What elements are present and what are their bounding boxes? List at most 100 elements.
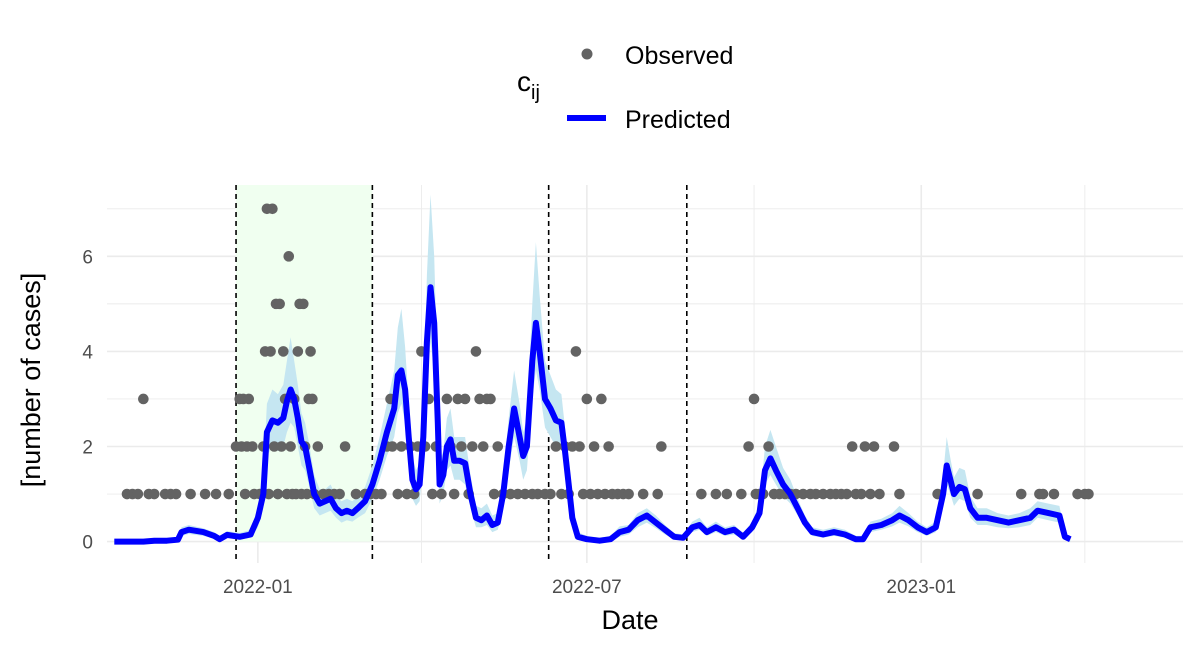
observed-point <box>874 488 885 500</box>
y-tick-label: 6 <box>82 247 93 268</box>
observed-point <box>492 441 504 452</box>
observed-point <box>274 298 285 310</box>
observed-point <box>223 488 235 500</box>
observed-point <box>841 488 853 500</box>
observed-point <box>267 203 278 215</box>
observed-point <box>1083 488 1094 500</box>
observed-point <box>170 488 182 500</box>
x-tick-label: 2023-01 <box>886 577 956 598</box>
observed-point <box>441 393 453 405</box>
observed-point <box>456 441 467 452</box>
legend-observed-marker <box>581 48 593 60</box>
observed-point <box>585 488 596 500</box>
observed-point <box>350 488 362 500</box>
observed-point <box>859 441 871 452</box>
observed-point <box>396 441 407 452</box>
observed-point <box>748 393 760 405</box>
observed-points <box>121 203 1094 500</box>
observed-point <box>603 441 614 452</box>
predicted-line-group <box>114 284 1072 545</box>
observed-point <box>972 488 983 500</box>
observed-point <box>387 441 398 452</box>
observed-point <box>797 488 809 500</box>
observed-point <box>868 441 880 452</box>
observed-point <box>588 441 600 452</box>
observed-point <box>652 488 664 500</box>
observed-point <box>505 488 516 500</box>
observed-point <box>459 393 471 405</box>
observed-point <box>519 488 531 500</box>
observed-point <box>283 251 295 262</box>
observed-point <box>448 488 460 500</box>
legend-observed-label: Observed <box>625 42 733 70</box>
legend: cij Observed Predicted <box>517 42 733 134</box>
observed-point <box>556 488 567 500</box>
observed-point <box>817 488 829 500</box>
observed-point <box>736 488 747 500</box>
observed-point <box>285 441 296 452</box>
observed-point <box>696 488 707 500</box>
predicted-line <box>114 284 1072 545</box>
observed-point <box>721 488 733 500</box>
observed-point <box>1037 488 1049 500</box>
highlight-band <box>236 185 373 542</box>
observed-point <box>452 393 464 405</box>
observed-point <box>132 488 144 500</box>
observed-point <box>148 488 160 500</box>
observed-point <box>570 346 582 357</box>
observed-point <box>243 393 255 405</box>
observed-point <box>276 441 287 452</box>
legend-predicted-label: Predicted <box>625 106 731 134</box>
observed-point <box>427 488 438 500</box>
observed-point <box>599 488 611 500</box>
observed-point <box>265 346 276 357</box>
observed-point <box>512 488 524 500</box>
observed-point <box>1015 488 1027 500</box>
observed-point <box>307 393 318 405</box>
axis-ticks: 0 2 4 6 2022-01 2022-07 2023-01 <box>82 247 956 598</box>
observed-point <box>532 488 544 500</box>
observed-point <box>810 488 822 500</box>
y-tick-label: 2 <box>82 438 93 459</box>
y-axis-title: [number of cases] <box>16 273 46 488</box>
observed-point <box>278 346 289 357</box>
observed-point <box>485 393 496 405</box>
observed-point <box>470 346 482 357</box>
observed-point <box>637 488 649 500</box>
observed-point <box>467 441 478 452</box>
observed-point <box>268 441 280 452</box>
legend-title-subscript: ij <box>531 82 540 104</box>
observed-point <box>239 488 251 500</box>
observed-point <box>401 488 413 500</box>
observed-point <box>581 393 593 405</box>
y-tick-label: 0 <box>82 533 93 554</box>
legend-title: cij <box>517 66 540 104</box>
observed-point <box>199 488 211 500</box>
observed-point <box>656 441 667 452</box>
observed-point <box>312 441 324 452</box>
observed-point <box>566 441 578 452</box>
observed-point <box>763 441 774 452</box>
observed-point <box>292 346 304 357</box>
observed-point <box>710 488 722 500</box>
observed-point <box>1048 488 1060 500</box>
legend-title-main: c <box>517 66 531 97</box>
observed-point <box>297 298 309 310</box>
observed-point <box>272 488 284 500</box>
observed-point <box>855 488 867 500</box>
observed-point <box>436 488 447 500</box>
observed-point <box>623 488 634 500</box>
observed-point <box>1072 488 1083 500</box>
observed-point <box>474 393 485 405</box>
observed-point <box>545 488 556 500</box>
observed-point <box>846 441 858 452</box>
observed-point <box>894 488 905 500</box>
observed-point <box>596 393 607 405</box>
x-tick-label: 2022-07 <box>552 577 622 598</box>
observed-point <box>138 393 149 405</box>
x-axis-title: Date <box>601 605 658 635</box>
observed-point <box>574 441 585 452</box>
observed-point <box>185 488 196 500</box>
